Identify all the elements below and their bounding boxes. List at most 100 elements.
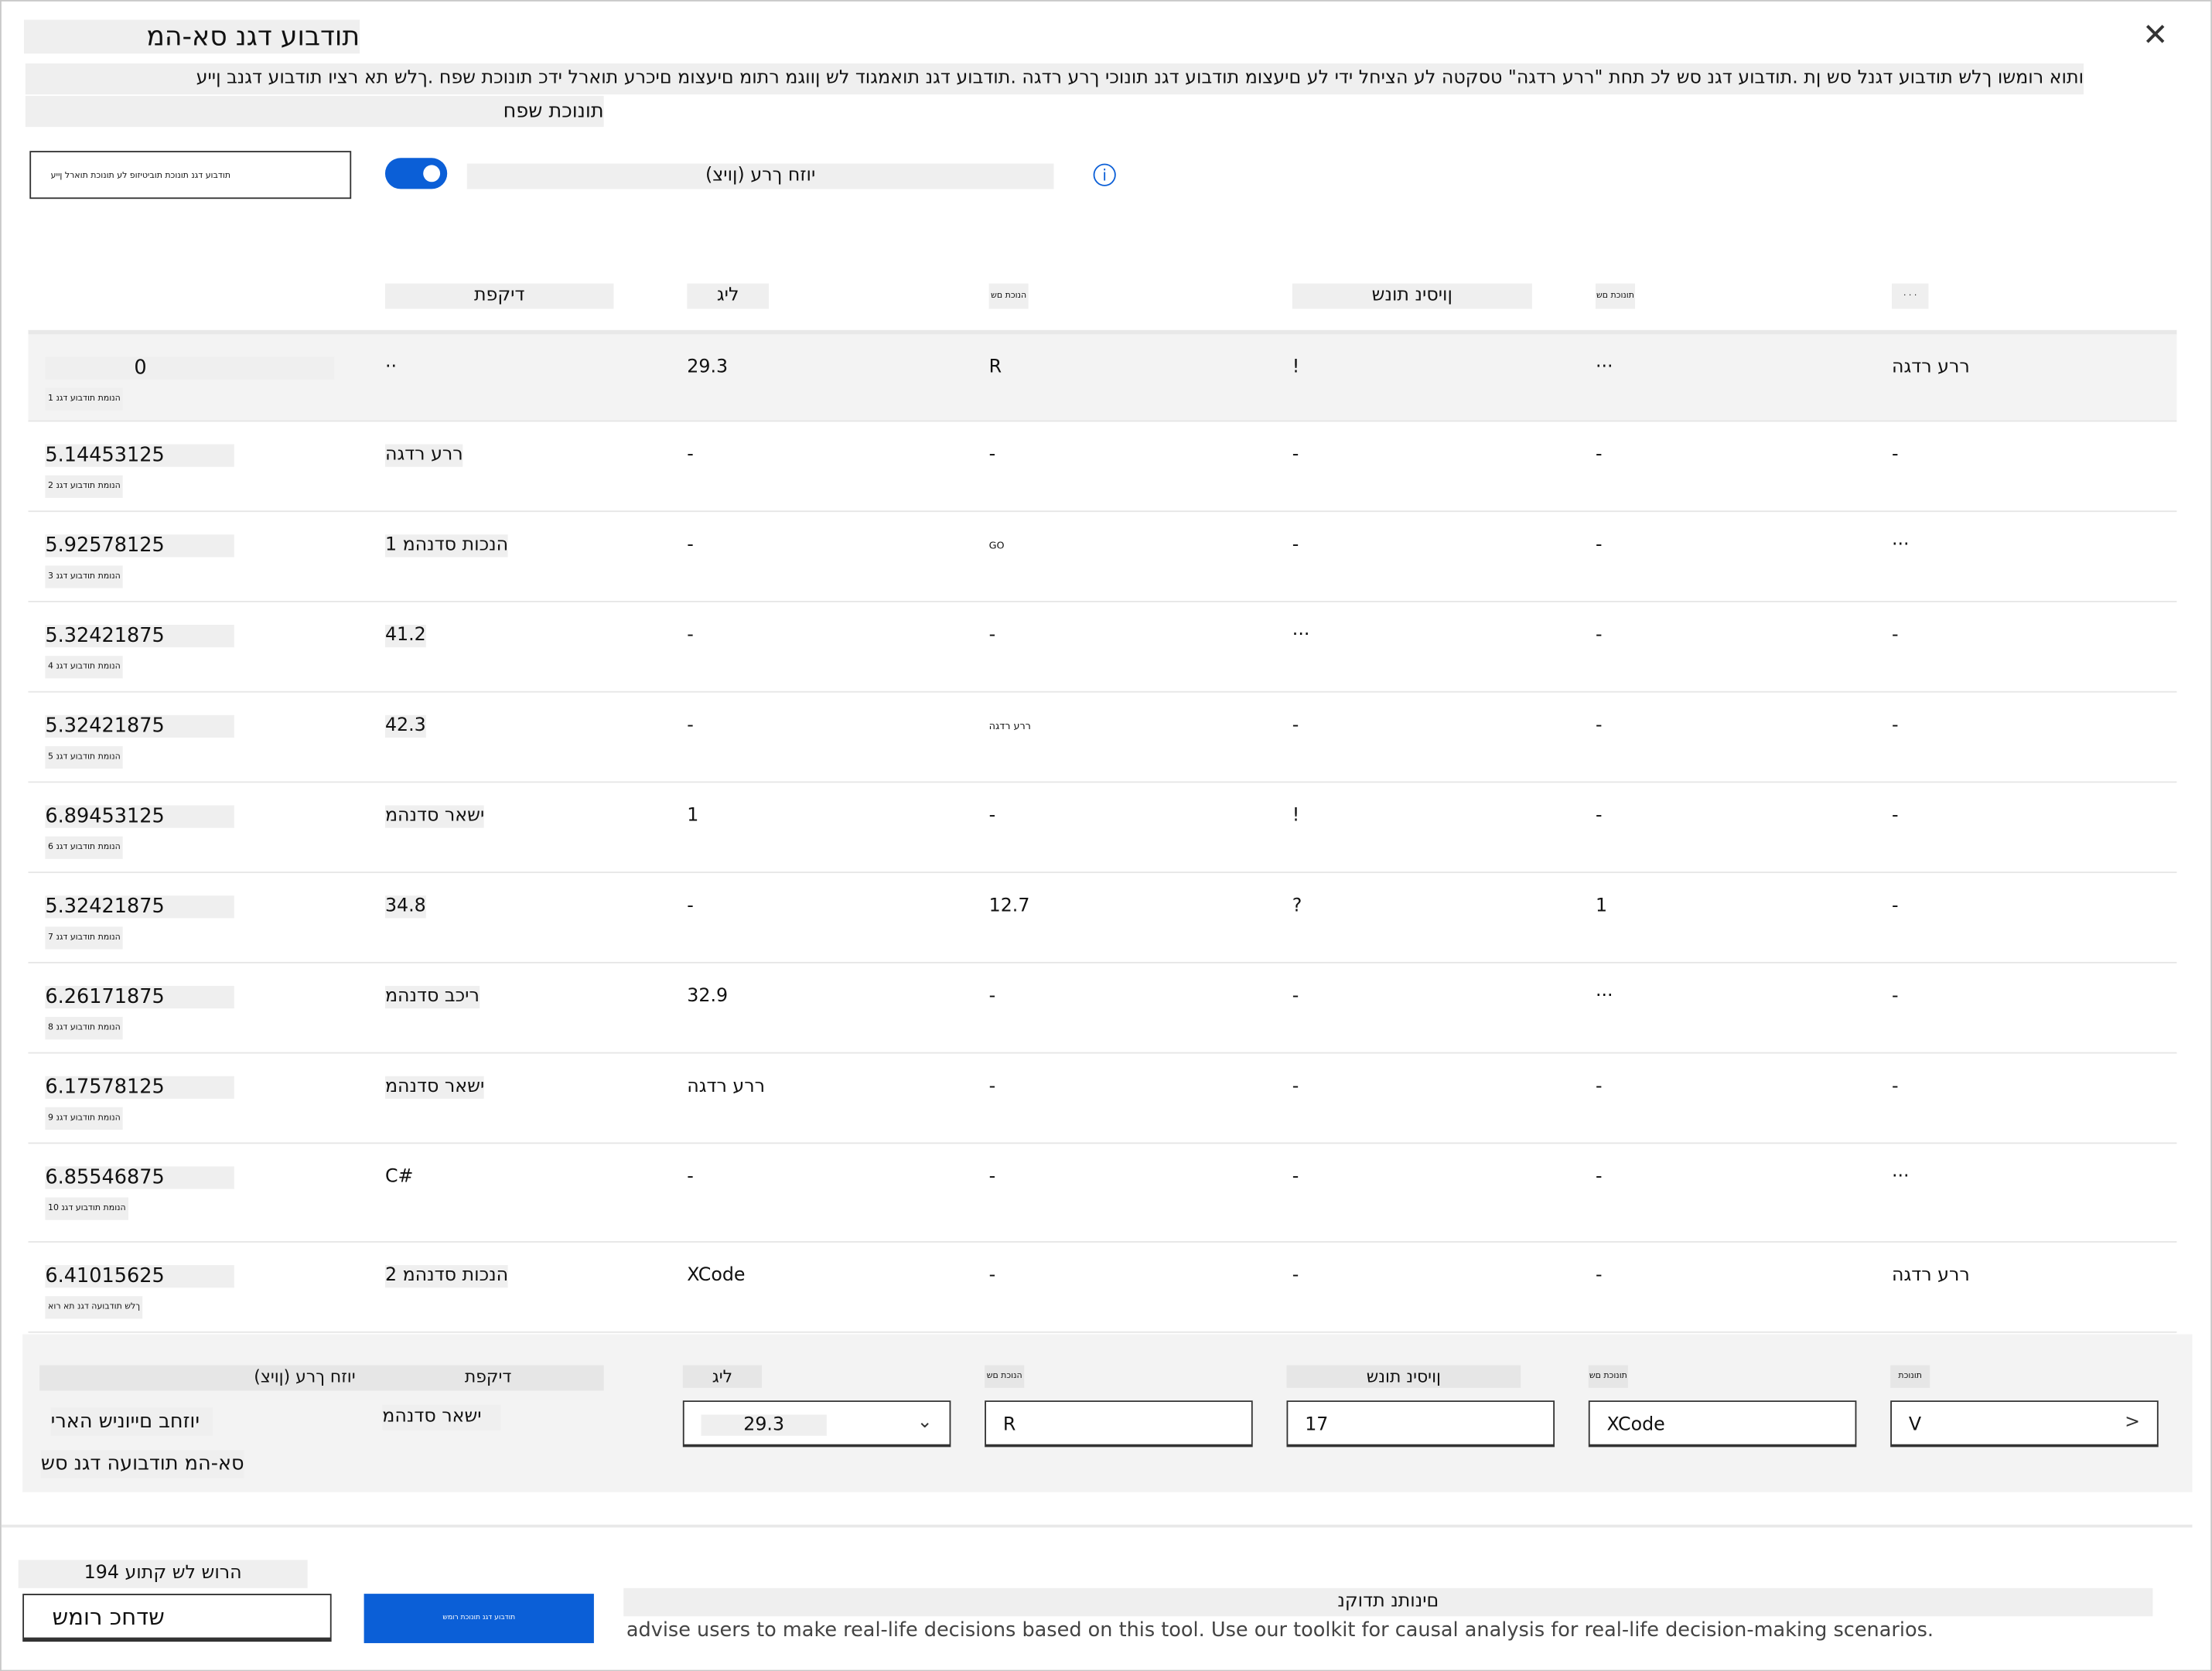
what-if-name: סא-המ תודבועה דגנ סש (40, 1450, 244, 1478)
table-cell: - (988, 1265, 996, 1287)
table-cell: GO (988, 540, 1005, 552)
predicted-value: 6.41015625 (45, 1265, 234, 1288)
chevron-down-icon[interactable]: ⌄ (917, 1411, 933, 1434)
edit-header-bg (39, 1365, 604, 1391)
what-if-edit-row: (ןויצ) יוזח ךרע דיקפת יוזחב םייוניש הארי… (22, 1334, 2193, 1492)
column-header[interactable]: דיקפת (384, 283, 614, 309)
predicted-value: 0 (45, 356, 335, 380)
predicted-value: 5.32421875 (45, 895, 234, 919)
feature-input[interactable]: R (985, 1400, 1253, 1448)
row-label[interactable]: ךלש תודבועה דגנ תא רוא (45, 1296, 143, 1319)
disclaimer-title: םינותנ תדוקנ (623, 1587, 2153, 1617)
save-as-new-button[interactable]: שדחכ רומש (22, 1594, 332, 1642)
predicted-value: 6.85546875 (45, 1166, 234, 1189)
column-header[interactable]: ליג (687, 283, 770, 309)
table-cell: - (1595, 1166, 1603, 1188)
table-cell: 1 (1595, 895, 1608, 917)
feature-select[interactable]: תודבוע דגנ תונוכת תוביטיזופ לע תונוכת תו… (29, 151, 352, 199)
row-label[interactable]: 7 הנומת תודבוע דגנ (45, 926, 124, 950)
table-cell: - (1891, 625, 1899, 646)
table-row[interactable]: 6.17578125 9 הנומת תודבוע דגנ ישאר סדנהמ רר… (28, 1054, 2177, 1144)
table-cell: ··· (1292, 625, 1310, 646)
feature-input[interactable]: 29.3 ⌄ (682, 1400, 951, 1448)
info-icon[interactable]: i (1093, 163, 1116, 186)
table-cell: - (988, 985, 996, 1008)
chevron-right-icon[interactable]: > (2125, 1411, 2141, 1434)
column-header[interactable]: ןויסינ תונש (1292, 283, 1532, 309)
table-cell: 29.3 (687, 356, 729, 378)
table-cell: - (1891, 805, 1899, 827)
row-label[interactable]: 6 הנומת תודבוע דגנ (45, 836, 124, 859)
table-cell: XCode (687, 1265, 746, 1287)
table-row[interactable]: 6.26171875 8 הנומת תודבוע דגנ ריכב סדנהמ 32… (28, 963, 2177, 1054)
edit-column-label: תונוכת םש (1588, 1365, 1628, 1388)
table-cell: ריכב סדנהמ (384, 985, 480, 1009)
row-label[interactable]: 5 הנומת תודבוע דגנ (45, 745, 124, 769)
table-cell: ררע רדגה (988, 721, 1031, 732)
table-cell: 32.9 (687, 985, 729, 1008)
table-cell: C# (384, 1166, 414, 1188)
table-cell: 1 הנכות סדנהמ (384, 534, 509, 558)
subtitle-text: תונוכת שפח (503, 100, 604, 123)
table-row[interactable]: 6.89453125 6 הנומת תודבוע דגנ ישאר סדנהמ 1 -… (28, 783, 2177, 874)
feature-input-value: 17 (1305, 1414, 1329, 1436)
column-header[interactable]: תונוכת םש (1595, 283, 1636, 309)
table-cell: - (687, 534, 694, 556)
row-label[interactable]: 10 הנומת תודבוע דגנ (45, 1197, 129, 1220)
row-label[interactable]: 2 הנומת תודבוע דגנ (45, 475, 124, 498)
table-row[interactable]: 5.32421875 5 הנומת תודבוע דגנ 42.3 - ררע רדג… (28, 693, 2177, 783)
table-cell: - (1595, 1076, 1603, 1098)
predicted-value: 6.26171875 (45, 985, 234, 1009)
column-header[interactable]: הנוכת םש (988, 283, 1029, 309)
feature-input[interactable]: V > (1890, 1400, 2159, 1448)
table-row[interactable]: 5.92578125 3 הנומת תודבוע דגנ 1 הנכות סדנה… (28, 512, 2177, 602)
table-cell: - (1292, 1166, 1299, 1188)
feature-input[interactable]: XCode (1588, 1400, 1857, 1448)
table-cell: 42.3 (384, 714, 426, 738)
table-cell: - (988, 1076, 996, 1098)
table-row[interactable]: 6.85546875 10 הנומת תודבוע דגנ C# - - - - ··· (28, 1144, 2177, 1243)
table-row[interactable]: 5.14453125 2 הנומת תודבוע דגנ ררע רדגה - - - -… (28, 421, 2177, 513)
table-cell: - (1595, 625, 1603, 646)
close-icon[interactable]: ✕ (2142, 18, 2169, 54)
table-cell: - (687, 444, 694, 465)
row-label[interactable]: 4 הנומת תודבוע דגנ (45, 656, 124, 679)
table-cell: ררע רדגה (1891, 356, 1970, 378)
table-cell: - (988, 1166, 996, 1188)
table-cell: - (1891, 444, 1899, 465)
dialog-description: ותוא רומשו ךלש תודבוע דגנל סש ןת .תודבוע… (25, 63, 2084, 95)
table-cell: - (1292, 444, 1299, 465)
table-cell: - (687, 1166, 694, 1188)
table-cell: - (1292, 1076, 1299, 1098)
feature-input-value: R (1002, 1414, 1016, 1436)
table-cell: ? (1292, 895, 1302, 917)
row-label[interactable]: 8 הנומת תודבוע דגנ (45, 1017, 124, 1040)
table-row[interactable]: 5.32421875 7 הנומת תודבוע דגנ 34.8 - 12.7? 1 - (28, 873, 2177, 963)
primary-button[interactable]: תודבוע דגנ תונוכת רומש (364, 1594, 594, 1643)
table-cell: ררע רדגה (1891, 1265, 1970, 1287)
table-row[interactable]: 0 1 הנומת תודבוע דגנ ·· 29.3 R! ··· ררע רדגה (28, 329, 2177, 422)
search-features-label: תונוכת שפח (25, 96, 604, 128)
row-label[interactable]: 1 הנומת תודבוע דגנ (45, 387, 124, 411)
table-row[interactable]: 6.41015625 ךלש תודבועה דגנ תא רוא 2 הנכות … (28, 1243, 2177, 1333)
table-cell: - (1891, 1076, 1899, 1098)
edit-column-label: ליג (682, 1365, 762, 1388)
row-label[interactable]: 3 הנומת תודבוע דגנ (45, 565, 124, 588)
table-row[interactable]: 5.32421875 4 הנומת תודבוע דגנ 41.2 - - ··· - - (28, 602, 2177, 693)
role-value: ישאר סדנהמ (382, 1404, 501, 1431)
row-label[interactable]: 9 הנומת תודבוע דגנ (45, 1107, 124, 1130)
table-cell: 41.2 (384, 625, 426, 648)
predicted-value-toggle[interactable] (384, 158, 448, 189)
predicted-value: 6.17578125 (45, 1076, 234, 1099)
table-cell: ··· (1891, 1166, 1910, 1188)
table-cell: ררע רדגה (384, 444, 463, 467)
table-cell: ··· (1595, 985, 1613, 1008)
table-cell: - (1292, 714, 1299, 737)
column-header[interactable]: · · · (1891, 283, 1929, 309)
predicted-value: 5.92578125 (45, 534, 234, 558)
copy-count: 194 הרוש לש קתוע (18, 1560, 308, 1588)
feature-input[interactable]: 17 (1286, 1400, 1555, 1448)
table-cell: ררע רדגה (687, 1076, 766, 1098)
table-cell: ·· (384, 356, 398, 378)
